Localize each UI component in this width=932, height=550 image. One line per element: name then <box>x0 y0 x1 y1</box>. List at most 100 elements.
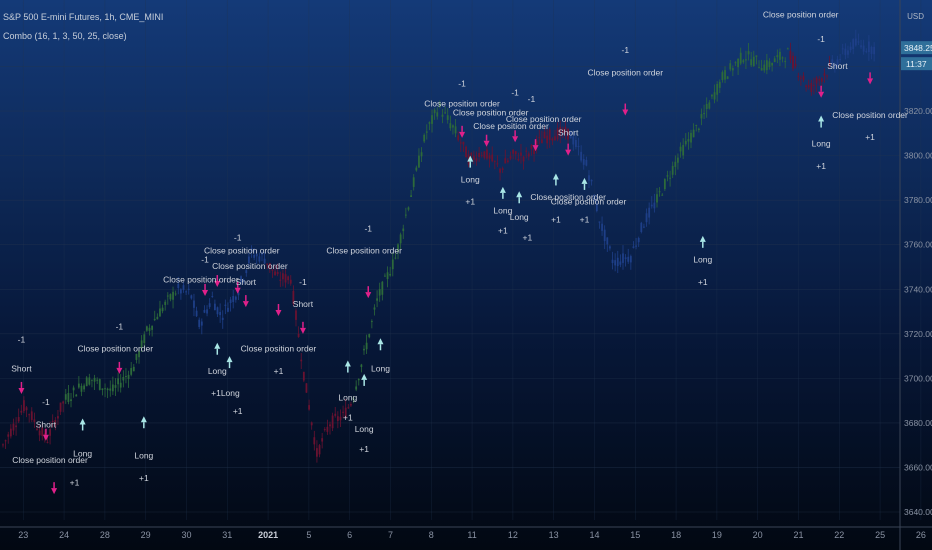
study-legend[interactable]: Combo (16, 1, 3, 50, 25, close) <box>3 31 127 41</box>
x-tick-label: 29 <box>141 530 151 540</box>
candle-body <box>509 156 512 159</box>
candle-body <box>316 448 318 457</box>
candle-body <box>734 62 737 64</box>
signal-label-short: -1 <box>511 88 519 98</box>
signal-label-close: Close position order <box>241 344 317 354</box>
candle-body <box>794 63 797 66</box>
signal-label-long: +1Long <box>211 388 240 398</box>
candle-body <box>331 415 334 429</box>
x-tick-label: 19 <box>712 530 722 540</box>
candle-body <box>33 419 36 423</box>
candle-body <box>200 321 203 326</box>
candle-body <box>865 51 868 53</box>
symbol-title[interactable]: S&P 500 E-mini Futures, 1h, CME_MINI <box>3 12 164 22</box>
signal-label-long: Long <box>208 366 227 376</box>
candle-body <box>350 404 352 406</box>
signal-label-close: Close position order <box>424 99 500 109</box>
candle-body <box>765 60 768 71</box>
candle-body <box>125 376 127 378</box>
candle-body <box>127 374 130 380</box>
candle-body <box>567 128 569 140</box>
candle-body <box>724 70 726 80</box>
candle-body <box>624 257 627 260</box>
signal-label-short: -1 <box>817 34 825 44</box>
candle-body <box>520 152 522 156</box>
short-signal-arrow <box>512 136 519 143</box>
candle-body <box>616 257 619 267</box>
candle-body <box>305 383 308 393</box>
candle-body <box>839 59 842 61</box>
signal-label-long: Long <box>812 139 831 149</box>
candle-body <box>585 159 588 166</box>
candle-body <box>250 248 253 252</box>
signal-label-short: -1 <box>299 277 307 287</box>
candle-body <box>310 422 313 426</box>
candle-body <box>457 135 460 141</box>
candle-body <box>174 293 177 295</box>
candle-body <box>501 168 504 171</box>
candle-body <box>391 259 394 270</box>
currency-label: USD <box>907 12 924 21</box>
candle-body <box>159 308 161 317</box>
signal-label-close: Close position order <box>551 197 627 207</box>
signal-label-long: +1 <box>816 161 826 171</box>
short-signal-arrow <box>565 149 572 156</box>
candle-body <box>344 407 347 418</box>
candle-body <box>292 290 295 304</box>
candle-body <box>773 58 776 63</box>
candle-body <box>38 430 41 436</box>
candle-body <box>472 155 475 160</box>
candle-body <box>271 269 274 271</box>
candle-body <box>23 400 25 412</box>
candle-body <box>564 126 567 135</box>
candle-body <box>779 51 781 60</box>
candle-body <box>726 76 729 79</box>
signal-label-short: Short <box>827 61 848 71</box>
x-tick-label: 6 <box>347 530 352 540</box>
candle-body <box>2 444 4 446</box>
y-tick-label: 3740.00 <box>904 284 932 294</box>
candle-body <box>28 414 31 416</box>
candle-body <box>718 81 721 88</box>
x-tick-label: 12 <box>508 530 518 540</box>
signal-label-short: Short <box>36 419 57 429</box>
candle-body <box>459 142 462 144</box>
candle-body <box>687 139 690 142</box>
x-tick-label: 24 <box>59 530 69 540</box>
candle-body <box>234 296 237 300</box>
candle-body <box>365 342 368 350</box>
candle-body <box>669 177 671 179</box>
short-signal-arrow <box>18 387 25 394</box>
candle-body <box>810 82 813 92</box>
candle-body <box>75 394 78 397</box>
candle-body <box>737 58 739 68</box>
candle-body <box>771 62 774 66</box>
candle-body <box>412 177 415 187</box>
long-signal-arrow <box>79 418 86 425</box>
candle-body <box>370 321 373 323</box>
candle-body <box>533 149 535 155</box>
candle-body <box>663 179 666 190</box>
candle-body <box>185 291 188 293</box>
candle-body <box>221 317 224 320</box>
x-tick-label: 22 <box>834 530 844 540</box>
x-tick-label: 25 <box>875 530 885 540</box>
candle-body <box>339 416 342 421</box>
signal-label-close: Close position order <box>326 246 402 256</box>
x-tick-label: 13 <box>549 530 559 540</box>
signal-label-close: Close position order <box>506 114 582 124</box>
candle-body <box>410 195 412 198</box>
candle-body <box>705 103 708 110</box>
short-signal-arrow <box>242 301 249 308</box>
candle-body <box>232 296 235 303</box>
candle-body <box>577 145 580 147</box>
candle-body <box>527 153 530 157</box>
candle-body <box>538 137 541 139</box>
short-signal-arrow <box>116 367 123 374</box>
candle-body <box>219 311 222 316</box>
signal-label-long: +1 <box>359 444 369 454</box>
candle-body <box>17 417 20 422</box>
short-signal-arrow <box>459 131 466 138</box>
